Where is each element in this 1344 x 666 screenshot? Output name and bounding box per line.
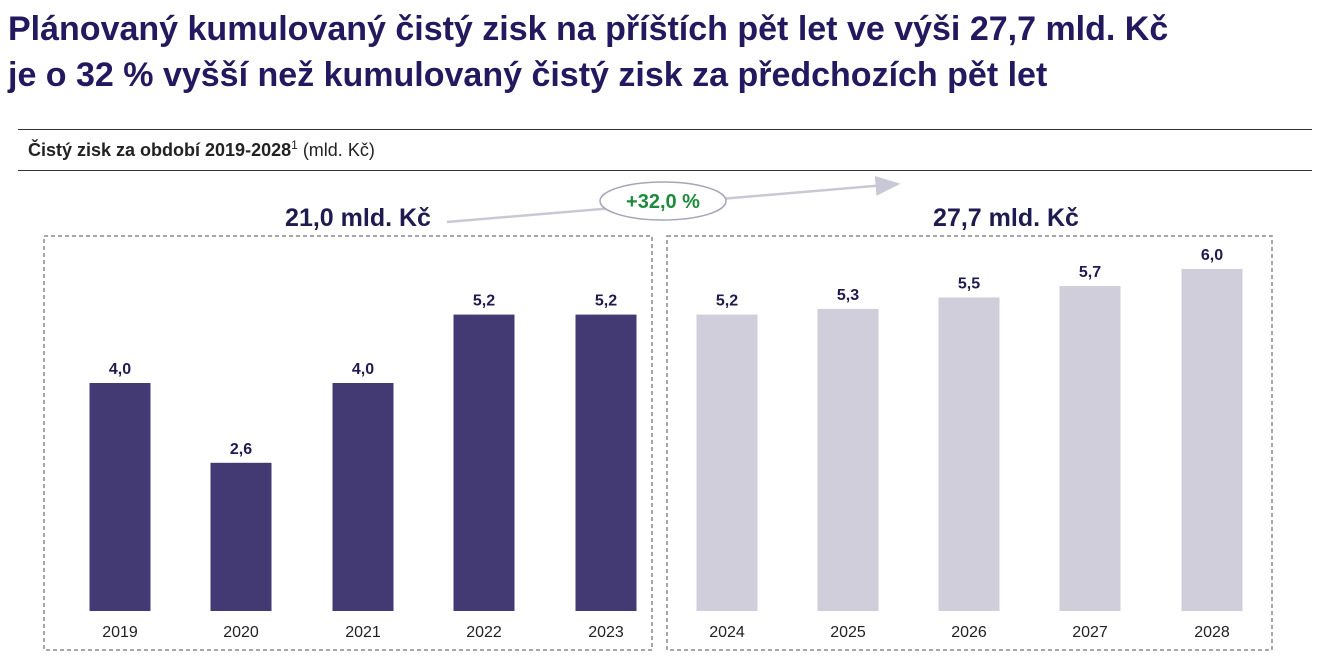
value-label-2025: 5,3 [837, 287, 859, 304]
bar-2021 [332, 383, 394, 611]
footnote-mark: 1 [291, 138, 298, 152]
value-label-2019: 4,0 [109, 361, 131, 378]
growth-label: +32,0 % [626, 191, 700, 213]
bar-2024 [696, 314, 758, 611]
page-title-line-2: je o 32 % vyšší než kumulovaný čistý zis… [8, 56, 1048, 94]
x-tick-2022: 2022 [466, 624, 502, 641]
chart-unit: (mld. Kč) [302, 140, 375, 160]
group-frame-2 [666, 235, 1273, 651]
page-title: Plánovaný kumulovaný čistý zisk na příšt… [8, 6, 1338, 98]
chart-subtitle: Čistý zisk za období 2019-20281 (mld. Kč… [28, 138, 375, 161]
x-tick-2019: 2019 [102, 624, 138, 641]
value-label-2026: 5,5 [958, 276, 980, 293]
value-label-2020: 2,6 [230, 441, 252, 458]
bar-2023 [575, 314, 637, 611]
x-tick-2028: 2028 [1194, 624, 1230, 641]
x-tick-2027: 2027 [1072, 624, 1108, 641]
chart-subtitle-main: Čistý zisk za období 2019-2028 [28, 140, 292, 160]
x-tick-2021: 2021 [345, 624, 381, 641]
group-total-label-2: 27,7 mld. Kč [933, 204, 1079, 232]
bar-2019 [89, 383, 151, 611]
bar-2027 [1059, 286, 1121, 611]
bar-2022 [453, 314, 515, 611]
growth-bubble [599, 181, 727, 221]
x-tick-2025: 2025 [830, 624, 866, 641]
value-label-2021: 4,0 [352, 361, 374, 378]
group-total-label-1: 21,0 mld. Kč [285, 204, 431, 232]
bar-2025 [817, 308, 879, 611]
value-label-2023: 5,2 [595, 293, 617, 310]
bar-2020 [210, 462, 272, 611]
value-label-2024: 5,2 [716, 293, 738, 310]
group-frame-1 [43, 235, 653, 651]
bar-2026 [938, 297, 1000, 611]
x-tick-2023: 2023 [588, 624, 624, 641]
x-tick-2026: 2026 [951, 624, 987, 641]
x-tick-2020: 2020 [223, 624, 259, 641]
value-label-2028: 6,0 [1201, 247, 1223, 264]
subtitle-divider [18, 170, 1312, 171]
page-title-line-1: Plánovaný kumulovaný čistý zisk na příšt… [8, 10, 1169, 48]
top-divider [18, 129, 1312, 130]
value-label-2022: 5,2 [473, 293, 495, 310]
x-tick-2024: 2024 [709, 624, 745, 641]
value-label-2027: 5,7 [1079, 264, 1101, 281]
bar-2028 [1181, 269, 1243, 611]
